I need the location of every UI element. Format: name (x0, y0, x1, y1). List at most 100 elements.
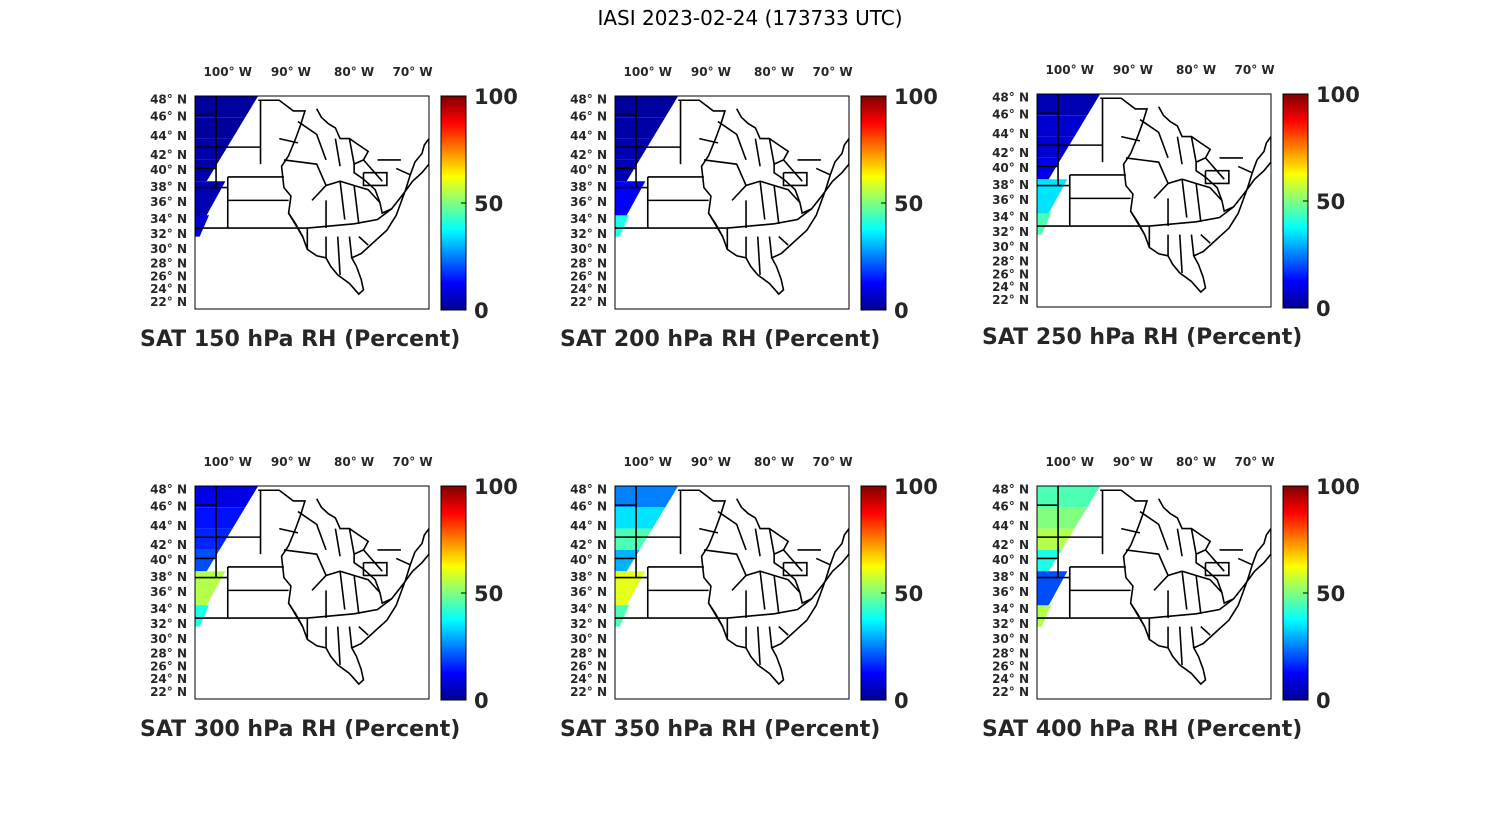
state-border (1149, 598, 1235, 619)
state-border (707, 602, 724, 627)
map-area (615, 486, 849, 686)
lat-tick-label: 26° N (570, 269, 607, 283)
rh-swath-cell (615, 159, 640, 182)
lat-tick-label: 38° N (150, 180, 187, 194)
rh-swath-cell (195, 507, 246, 529)
lat-tick-label: 22° N (570, 685, 607, 699)
lat-tick-label: 30° N (992, 240, 1029, 254)
lat-tick-label: 28° N (992, 255, 1029, 269)
lon-tick-label: 80° W (1176, 63, 1216, 77)
state-border (279, 527, 299, 534)
colorbar-tick-label: 0 (1316, 297, 1331, 321)
map-frame (1036, 93, 1272, 308)
panel-title: SAT 350 hPa RH (Percent) (560, 717, 881, 742)
state-border (1181, 571, 1188, 610)
lat-tick-label: 30° N (150, 632, 187, 646)
panel-title: SAT 400 hPa RH (Percent) (982, 717, 1303, 742)
lat-tick-label: 24° N (150, 282, 187, 296)
lat-tick-label: 34° N (992, 210, 1029, 224)
state-border (1139, 118, 1169, 159)
colorbar-tick-label: 100 (1316, 83, 1360, 107)
colorbar-tick-label: 100 (894, 85, 938, 109)
state-border (1181, 179, 1188, 218)
lat-tick-label: 28° N (992, 647, 1029, 661)
rh-swath-cell (195, 159, 220, 182)
lon-tick-label: 100° W (204, 65, 252, 79)
state-border (1121, 527, 1141, 534)
lat-tick-label: 34° N (150, 212, 187, 226)
rh-swath-cell (615, 528, 653, 550)
state-border (362, 171, 388, 187)
state-border (768, 626, 773, 648)
state-border (778, 625, 789, 636)
state-border (358, 235, 369, 246)
lat-tick-label: 36° N (570, 585, 607, 599)
map-panel: 100° W 90° W 80° W 70° W 48° N 46° N 44° N 42° … (560, 60, 938, 360)
state-border (773, 575, 780, 614)
lat-tick-label: 30° N (150, 242, 187, 256)
map-area (615, 96, 849, 296)
lat-tick-label: 44° N (570, 519, 607, 533)
lat-tick-label: 40° N (992, 553, 1029, 567)
colorbar-tick-label: 50 (894, 582, 923, 606)
state-border (1195, 575, 1202, 614)
panel-title: SAT 200 hPa RH (Percent) (560, 327, 881, 352)
lat-tick-label: 48° N (992, 91, 1029, 105)
lat-tick-label: 30° N (570, 632, 607, 646)
lat-tick-label: 40° N (150, 163, 187, 177)
map-frame (194, 95, 430, 310)
state-border (1153, 178, 1223, 202)
lat-tick-label: 38° N (992, 178, 1029, 192)
colorbar-tick-label: 0 (894, 689, 909, 713)
figure-title: IASI 2023-02-24 (173733 UTC) (597, 6, 903, 30)
map-frame (1036, 485, 1272, 700)
lat-tick-label: 46° N (570, 500, 607, 514)
lat-tick-label: 46° N (150, 500, 187, 514)
rh-swath-cell (1037, 115, 1088, 137)
state-border (768, 236, 773, 258)
rh-swath-cell (195, 117, 246, 139)
colorbar-tick-label: 100 (1316, 475, 1360, 499)
state-border (782, 549, 803, 572)
state-border (727, 598, 813, 619)
lat-tick-label: 48° N (570, 483, 607, 497)
lon-tick-label: 80° W (334, 455, 374, 469)
panel-title: SAT 300 hPa RH (Percent) (140, 717, 461, 742)
lat-tick-label: 38° N (570, 570, 607, 584)
state-border (1121, 135, 1141, 142)
colorbar-tick-label: 50 (474, 582, 503, 606)
map-panel: 100° W 90° W 80° W 70° W 48° N 46° N 44° N 42° … (140, 450, 518, 750)
coastline (678, 489, 849, 686)
lat-tick-label: 22° N (150, 685, 187, 699)
rh-swath-cell (195, 528, 233, 550)
rh-swath-cell (615, 96, 679, 118)
state-border (778, 235, 789, 246)
state-border (717, 510, 747, 551)
lat-tick-label: 32° N (570, 227, 607, 241)
lat-tick-label: 42° N (150, 148, 187, 162)
lon-tick-label: 90° W (691, 455, 731, 469)
lat-tick-label: 48° N (570, 93, 607, 107)
state-border (1129, 602, 1146, 627)
coastline (1100, 489, 1271, 686)
lat-tick-label: 32° N (150, 227, 187, 241)
colorbar-tick-label: 0 (1316, 689, 1331, 713)
lon-tick-label: 90° W (1113, 63, 1153, 77)
state-border (703, 549, 747, 576)
state-border (1176, 136, 1183, 165)
map-area (1037, 486, 1271, 686)
state-border (362, 561, 388, 577)
map-area (195, 96, 429, 296)
state-border (1200, 625, 1211, 636)
lat-tick-label: 22° N (150, 295, 187, 309)
lat-tick-label: 32° N (992, 225, 1029, 239)
lon-tick-label: 80° W (754, 65, 794, 79)
state-border (353, 575, 360, 614)
lat-tick-label: 22° N (992, 293, 1029, 307)
state-border (759, 571, 766, 610)
state-border (1237, 165, 1253, 174)
rh-swath-cell (195, 138, 233, 160)
lat-tick-label: 26° N (992, 659, 1029, 673)
lat-tick-label: 24° N (150, 672, 187, 686)
coastline (258, 489, 429, 686)
